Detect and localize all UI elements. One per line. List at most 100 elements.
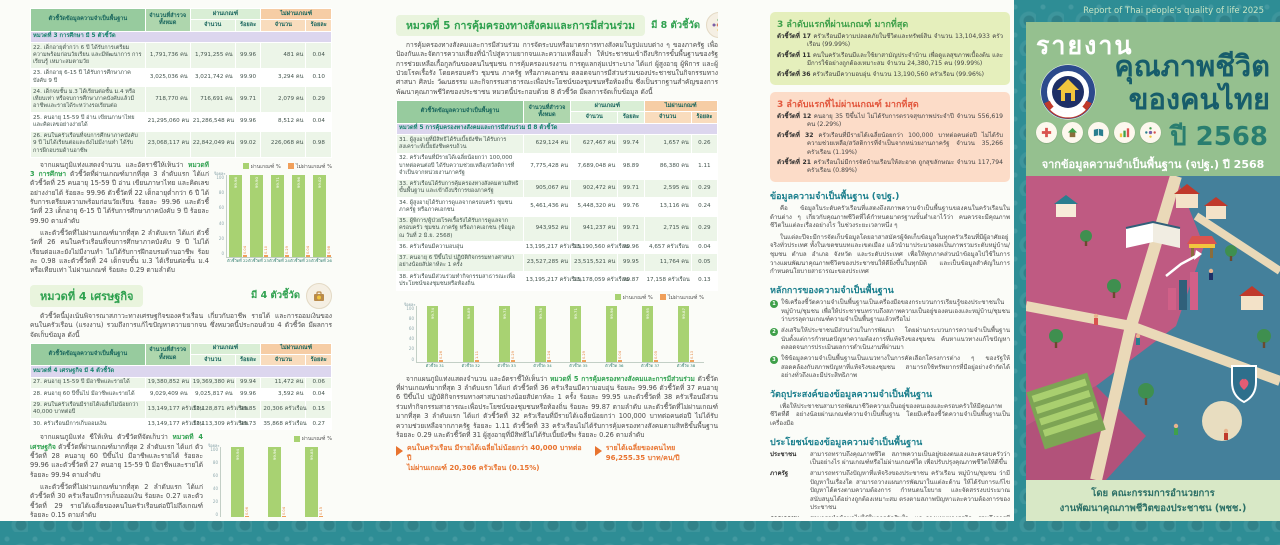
category-highlight: การมีส่วนร่วม bbox=[655, 374, 695, 383]
bar-pass: 99.87 bbox=[678, 305, 690, 362]
total-cell: 19,380,852 คน bbox=[144, 376, 191, 390]
economy-table: ตัวชี้วัดข้อมูลความจำเป็นพื้นฐาน จำนวนที่… bbox=[30, 342, 332, 431]
bmn-definition-p1: คือ ข้อมูลในระดับครัวเรือนที่แสดงถึงสภาพ… bbox=[770, 204, 1010, 230]
y-axis-tick: 20 bbox=[212, 499, 218, 505]
summary-lead: จากแผนภูมิแท่ง ชี้ให้เห็น ตัวชี้วัดที่จั… bbox=[40, 433, 173, 442]
y-axis-tick: 80 bbox=[218, 189, 224, 195]
col-fail-pct: ร้อยละ bbox=[690, 111, 718, 124]
legend-fail: ไม่ผ่านเกณฑ์ % bbox=[287, 163, 332, 171]
economy-icon bbox=[1114, 122, 1135, 143]
col-fail-count: จำนวน bbox=[260, 19, 307, 32]
y-axis-tick: 60 bbox=[408, 326, 414, 332]
bar-fail-value: 0.04 bbox=[305, 246, 310, 255]
indicator-tag: ตัวชี้วัดที่ 32 bbox=[777, 131, 814, 139]
cover-kicker: รายงาน bbox=[1036, 31, 1134, 60]
x-axis-label: ตัวชี้วัดที่ 22 bbox=[227, 258, 248, 264]
pass-count-cell: 22,842,049 คน bbox=[189, 130, 236, 158]
bar-pass-value: 99.71 bbox=[501, 307, 507, 320]
bar-pass: 99.95 bbox=[642, 305, 654, 362]
col-indicator: ตัวชี้วัดข้อมูลความจำเป็นพื้นฐาน bbox=[30, 8, 146, 32]
passed-indicator-item: ตัวชี้วัดที่ 11 คนในครัวเรือนมีและใช้ยาส… bbox=[777, 52, 1003, 69]
bar-pair: 99.71 0.29 bbox=[498, 305, 515, 362]
table-row: 29. คนในครัวเรือนมีรายได้เฉลี่ยไม่น้อยกว… bbox=[30, 399, 332, 420]
col-indicator: ตัวชี้วัดข้อมูลความจำเป็นพื้นฐาน bbox=[30, 342, 146, 367]
principles-title: หลักการของความจำเป็นพื้นฐาน bbox=[770, 286, 894, 296]
indicator-cell: 26. คนในครัวเรือนที่จบการศึกษาภาคบังคับ … bbox=[30, 130, 146, 158]
participation-icon bbox=[1140, 122, 1161, 143]
chart-legend: ผ่านเกณฑ์ % ไม่ผ่านเกณฑ์ % bbox=[404, 294, 704, 302]
pass-count-cell: 1,791,255 คน bbox=[189, 42, 236, 69]
bar-group: 99.02 0.98 ตัวชี้วัดที่ 26 bbox=[311, 175, 332, 263]
fail-pct-cell: 0.29 bbox=[690, 215, 718, 243]
category-highlight: หมวดที่ 3 การศึกษา bbox=[30, 160, 209, 178]
fail-pct-cell: 0.10 bbox=[305, 67, 332, 88]
health-icon bbox=[1036, 122, 1057, 143]
bar-pass: 99.76 bbox=[534, 305, 546, 362]
y-axis-tick: 40 bbox=[408, 336, 414, 342]
pass-count-cell: 9,025,817 คน bbox=[189, 388, 236, 401]
bar-fail-value: 0.29 bbox=[582, 351, 587, 360]
y-axis-tick: 0 bbox=[411, 356, 414, 362]
bar-group: 99.96 0.04 ตัวชี้วัด 36 bbox=[596, 305, 632, 368]
bar-fail-column: 0.05 bbox=[654, 306, 659, 362]
bar-fail-column: 0.04 bbox=[618, 306, 623, 362]
bar-fail bbox=[690, 360, 695, 362]
bmn-definition-title: ข้อมูลความจำเป็นพื้นฐาน (จปฐ.) bbox=[770, 191, 900, 202]
bar-pass: 99.96 bbox=[267, 447, 281, 517]
cover-title-line1: คุณภาพชีวิต bbox=[1114, 49, 1270, 83]
fail-count-cell: 4,657 ครัวเรือน bbox=[643, 241, 692, 254]
callout-line: 96,255.35 บาท/คน/ปี bbox=[605, 454, 680, 463]
x-axis-label: ตัวชี้วัด 36 bbox=[605, 363, 624, 369]
bar-fail-value: 0.98 bbox=[326, 246, 331, 255]
bar-pair: 99.85 0.15 bbox=[304, 447, 323, 517]
education-summary-text-2: และตัวชี้วัดที่ไม่ผ่านเกณฑ์มากที่สุด 2 ล… bbox=[30, 229, 209, 275]
fail-count-cell: 3,294 คน bbox=[260, 67, 307, 88]
callout-line: ไม่ผ่านเกณฑ์ 20,306 ครัวเรือน (0.15%) bbox=[407, 463, 540, 472]
fail-pct-cell: 0.29 bbox=[690, 178, 718, 199]
indicator-cell: 35. ผู้พิการ/ผู้ป่วยโรคเรื้อรังได้รับการ… bbox=[396, 215, 524, 243]
indicator-cell: 36. ครัวเรือนมีความอบอุ่น bbox=[396, 241, 524, 254]
table-row: 25. คนอายุ 15-59 ปี อ่าน เขียนภาษาไทย แล… bbox=[30, 112, 332, 132]
indicator-tag: ตัวชี้วัดที่ 17 bbox=[777, 33, 811, 40]
x-axis-label: ตัวชี้วัด 35 bbox=[569, 363, 588, 369]
bar-fail-column: 0.29 bbox=[510, 306, 515, 362]
indicator-cell: 27. คนอายุ 15-59 ปี มีอาชีพและรายได้ bbox=[30, 376, 146, 390]
total-cell: 21,295,060 คน bbox=[144, 112, 191, 132]
cover-footer-line2: งานพัฒนาคุณภาพชีวิตของประชาชน (พชช.) bbox=[1059, 502, 1247, 514]
fail-pct-cell: 0.04 bbox=[305, 388, 332, 401]
callout-line: รายได้เฉลี่ยของคนไทย bbox=[605, 444, 676, 453]
benefits-list: ประชาชน สามารถทราบถึงคุณภาพชีวิต สภาพความ… bbox=[770, 451, 1010, 517]
community-illustration bbox=[1026, 174, 1280, 482]
col-fail-pct: ร้อยละ bbox=[305, 354, 332, 367]
bar-pass: 99.74 bbox=[426, 305, 438, 362]
fail-count-cell: 86,380 คน bbox=[643, 152, 692, 180]
x-axis-label: ตัวชี้วัดที่ 26 bbox=[311, 258, 332, 264]
table-row: 30. ครัวเรือนมีการเก็บออมเงิน 13,149,177 … bbox=[30, 418, 332, 431]
bar-fail bbox=[438, 360, 443, 362]
education-summary-text: จากแผนภูมิแท่งแสดงจำนวน และอัตราชี้ให้เห… bbox=[30, 161, 332, 227]
social-heading-row: หมวดที่ 5 การคุ้มครองทางสังคมและการมีส่ว… bbox=[396, 12, 718, 38]
bar-pass: 99.96 bbox=[606, 305, 618, 362]
bar-group: 99.96 0.04 ตัวชี้วัดที่ 22 bbox=[227, 174, 248, 263]
col-total: จำนวนที่สำรวจทั้งหมด bbox=[144, 342, 191, 367]
total-cell: 3,025,036 คน bbox=[144, 67, 191, 88]
community-development-department-logo bbox=[1040, 64, 1096, 120]
col-pass-pct: ร้อยละ bbox=[234, 19, 262, 32]
bar-pair: 99.87 0.13 bbox=[678, 305, 695, 362]
economy-indicator-count: มี 4 ตัวชี้วัด bbox=[251, 290, 300, 302]
bar-pass-value: 99.96 bbox=[609, 307, 615, 319]
bar-group: 99.71 0.29 ตัวชี้วัด 33 bbox=[489, 305, 525, 368]
y-axis-tick: 20 bbox=[218, 236, 224, 242]
pass-count-cell: 7,689,048 คน bbox=[570, 152, 619, 180]
list-item-text: ครัวเรือนมีความปลอดภัยในชีวิตและทรัพย์สิ… bbox=[807, 33, 1003, 49]
bar-pair: 99.96 0.04 bbox=[267, 447, 286, 517]
pass-pct-cell: 99.02 bbox=[234, 130, 262, 158]
col-pass-pct: ร้อยละ bbox=[617, 111, 645, 124]
bar-fail-column: 0.29 bbox=[284, 175, 289, 257]
total-cell: 13,195,217 ครัวเรือน bbox=[522, 271, 582, 291]
x-axis-label: ตัวชี้วัดที่ 24 bbox=[269, 258, 290, 264]
total-cell: 23,527,285 คน bbox=[522, 252, 572, 273]
chart-legend: ผ่านเกณฑ์ % ไม่ผ่านเกณฑ์ % bbox=[214, 163, 332, 171]
bar-group: 99.87 0.13 ตัวชี้วัด 38 bbox=[668, 305, 704, 368]
indicator-cell: 23. เด็กอายุ 6-15 ปี ได้รับการศึกษาภาคบั… bbox=[30, 67, 146, 88]
